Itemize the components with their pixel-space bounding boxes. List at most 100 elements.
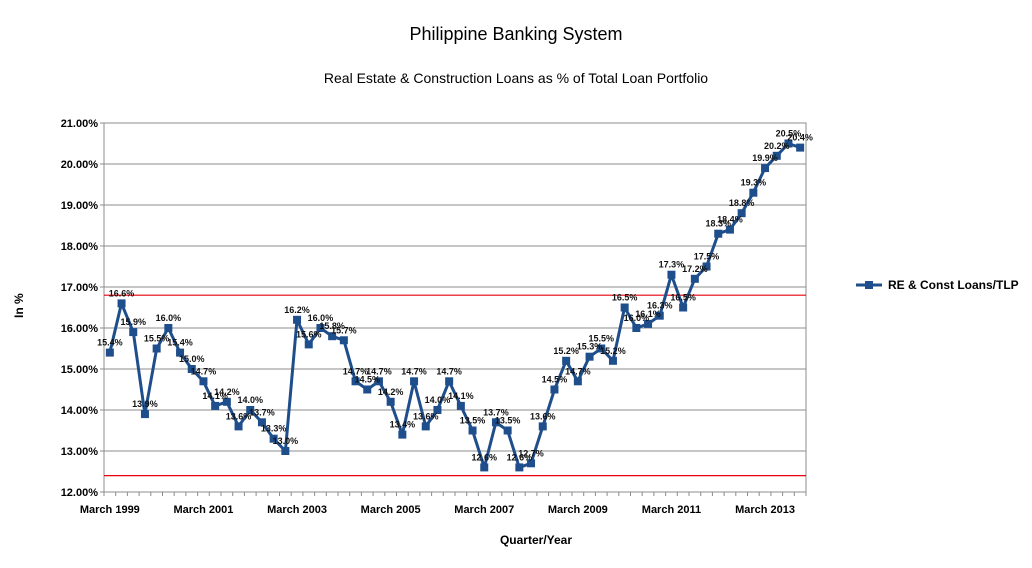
chart-title: Philippine Banking System (409, 24, 623, 44)
data-label: 13.5% (460, 416, 486, 426)
data-point (328, 332, 337, 341)
data-label: 13.6% (530, 411, 556, 421)
data-point (374, 377, 383, 386)
data-label: 14.5% (542, 375, 568, 385)
data-point (690, 274, 699, 283)
data-point (234, 422, 243, 431)
data-label: 16.2% (284, 305, 310, 315)
data-point (772, 151, 781, 160)
data-point (386, 397, 395, 406)
x-tick-label: March 2007 (454, 504, 514, 516)
data-label: 16.1% (635, 309, 661, 319)
data-point (550, 385, 559, 394)
data-label: 13.6% (413, 411, 439, 421)
x-tick-label: March 2003 (267, 504, 327, 516)
data-label: 14.7% (366, 366, 392, 376)
data-point (117, 299, 126, 308)
data-point (784, 139, 793, 148)
data-point (749, 188, 758, 197)
data-label: 14.5% (354, 375, 380, 385)
data-point (515, 463, 524, 472)
data-label: 16.5% (612, 293, 638, 303)
data-point (456, 401, 465, 410)
data-point (187, 365, 196, 373)
data-label: 19.9% (752, 153, 778, 163)
data-point (269, 434, 278, 443)
legend-swatch (856, 281, 882, 289)
data-point (445, 377, 454, 386)
data-label: 15.9% (120, 317, 146, 327)
data-point (257, 418, 266, 427)
data-label: 20.2% (764, 141, 790, 151)
data-label: 20.5% (776, 129, 802, 139)
data-point (339, 336, 348, 345)
y-tick-label: 16.00% (61, 323, 99, 335)
data-point (293, 315, 302, 324)
data-label: 14.7% (343, 366, 369, 376)
data-point (281, 447, 290, 455)
y-tick-label: 15.00% (61, 364, 99, 376)
data-point (480, 463, 489, 472)
data-label: 12.7% (518, 448, 544, 458)
data-point (351, 377, 360, 386)
data-label: 14.7% (191, 366, 217, 376)
y-tick-label: 17.00% (61, 282, 99, 294)
data-point (667, 270, 676, 279)
data-label: 15.3% (577, 342, 603, 352)
data-point (129, 328, 138, 337)
data-point (468, 426, 477, 435)
data-point (761, 164, 770, 173)
data-point (316, 324, 325, 332)
x-tick-label: March 2009 (548, 504, 608, 516)
data-label: 15.4% (97, 338, 123, 348)
data-point (597, 344, 606, 353)
data-label: 18.3% (705, 219, 731, 229)
data-point (562, 356, 571, 365)
data-label: 16.6% (109, 288, 135, 298)
data-label: 13.3% (261, 424, 287, 434)
data-label: 13.6% (226, 411, 252, 421)
data-point (363, 385, 372, 394)
y-tick-label: 18.00% (61, 241, 99, 253)
data-point (644, 319, 653, 328)
data-label: 15.6% (296, 329, 322, 339)
data-point (491, 418, 500, 427)
data-label: 13.0% (273, 436, 299, 446)
data-point (796, 143, 805, 152)
data-label: 14.7% (565, 366, 591, 376)
data-point (608, 356, 617, 365)
data-label: 19.3% (741, 178, 767, 188)
data-label: 14.0% (425, 395, 451, 405)
y-tick-label: 14.00% (61, 405, 99, 417)
data-point (725, 225, 734, 234)
data-label: 14.2% (214, 387, 240, 397)
data-point (620, 303, 629, 312)
data-point (714, 229, 723, 238)
data-point (573, 377, 582, 386)
y-tick-label: 12.00% (61, 487, 99, 499)
data-label: 16.0% (156, 313, 182, 323)
data-point (421, 422, 430, 431)
data-point (538, 422, 547, 431)
data-label: 13.7% (483, 407, 509, 417)
data-label: 12.6% (471, 452, 497, 462)
data-label: 16.3% (647, 301, 673, 311)
data-label: 14.0% (237, 395, 263, 405)
data-point (433, 406, 442, 414)
data-label: 15.4% (167, 338, 193, 348)
data-point (222, 397, 231, 406)
data-point (585, 352, 594, 361)
data-point (737, 209, 746, 218)
data-label: 17.3% (659, 260, 685, 270)
data-label: 16.0% (624, 313, 650, 323)
legend: RE & Const Loans/TLP (856, 278, 1019, 292)
data-label: 13.7% (249, 407, 275, 417)
data-label: 15.7% (331, 325, 357, 335)
data-label: 18.4% (717, 215, 743, 225)
data-point (398, 430, 407, 439)
data-point (176, 348, 185, 357)
data-label: 14.2% (378, 387, 404, 397)
data-point (679, 303, 688, 312)
data-label: 12.6% (507, 452, 533, 462)
